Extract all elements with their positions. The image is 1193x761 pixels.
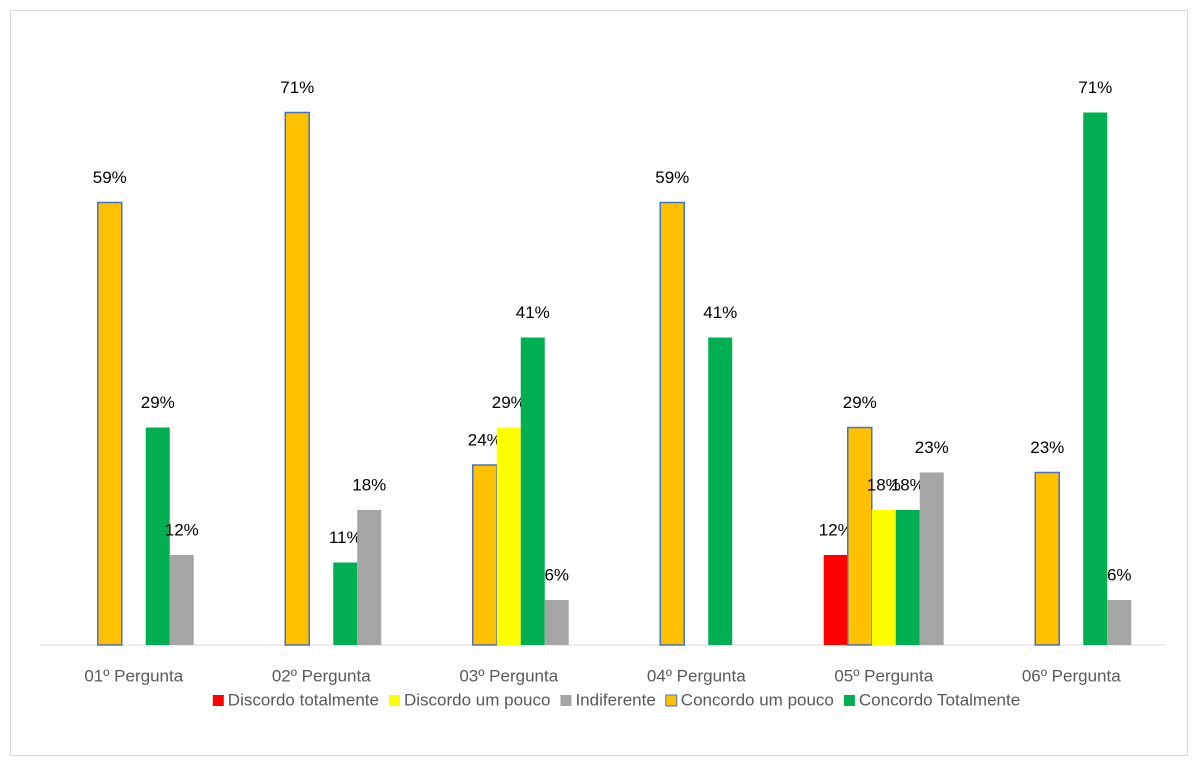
data-label: 29% xyxy=(843,393,877,412)
bar xyxy=(97,201,123,646)
data-label: 18% xyxy=(891,475,925,494)
data-label: 23% xyxy=(915,438,949,457)
chart-border xyxy=(10,10,1188,756)
legend-swatch xyxy=(843,695,855,706)
bar xyxy=(333,562,358,645)
legend-label: Discordo um pouco xyxy=(404,690,550,709)
data-label: 59% xyxy=(655,168,689,187)
x-tick-label: 04º Pergunta xyxy=(647,666,746,685)
legend-label: Concordo Totalmente xyxy=(859,690,1020,709)
bar xyxy=(659,201,685,646)
bar xyxy=(871,510,896,645)
bar xyxy=(496,427,521,645)
legend-swatch xyxy=(212,695,224,706)
data-label: 29% xyxy=(141,393,175,412)
data-label: 6% xyxy=(1107,565,1132,584)
bar xyxy=(708,337,733,645)
data-label: 12% xyxy=(165,520,199,539)
data-label: 18% xyxy=(867,475,901,494)
legend-swatch xyxy=(665,694,678,707)
data-label: 23% xyxy=(1030,438,1064,457)
data-label: 6% xyxy=(544,565,569,584)
x-tick-label: 03º Pergunta xyxy=(459,666,558,685)
bar xyxy=(145,427,170,645)
bar xyxy=(520,337,545,645)
bar xyxy=(169,555,194,645)
bar xyxy=(357,510,382,645)
bar xyxy=(472,464,498,646)
data-label: 29% xyxy=(492,393,526,412)
data-label: 71% xyxy=(1078,78,1112,97)
bar xyxy=(895,510,920,645)
x-tick-label: 01º Pergunta xyxy=(84,666,183,685)
legend-swatch xyxy=(560,695,572,706)
x-tick-label: 02º Pergunta xyxy=(272,666,371,685)
data-label: 71% xyxy=(280,78,314,97)
x-tick-label: 05º Pergunta xyxy=(834,666,933,685)
bar xyxy=(847,426,873,646)
bar xyxy=(284,111,310,646)
bar xyxy=(1034,471,1060,646)
bar xyxy=(823,555,848,645)
data-label: 11% xyxy=(329,528,362,547)
data-label: 59% xyxy=(93,168,127,187)
legend-label: Discordo totalmente xyxy=(228,690,379,709)
x-tick-label: 06º Pergunta xyxy=(1022,666,1121,685)
bar xyxy=(919,472,944,645)
data-label: 12% xyxy=(819,520,853,539)
data-label: 24% xyxy=(468,430,502,449)
legend-label: Concordo um pouco xyxy=(681,690,834,709)
data-label: 41% xyxy=(516,303,550,322)
bar xyxy=(1107,600,1132,645)
legend-swatch xyxy=(388,695,400,706)
data-label: 41% xyxy=(703,303,737,322)
bar xyxy=(544,600,569,645)
bar xyxy=(1083,112,1108,645)
legend-label: Indiferente xyxy=(575,690,655,709)
data-label: 18% xyxy=(352,475,386,494)
